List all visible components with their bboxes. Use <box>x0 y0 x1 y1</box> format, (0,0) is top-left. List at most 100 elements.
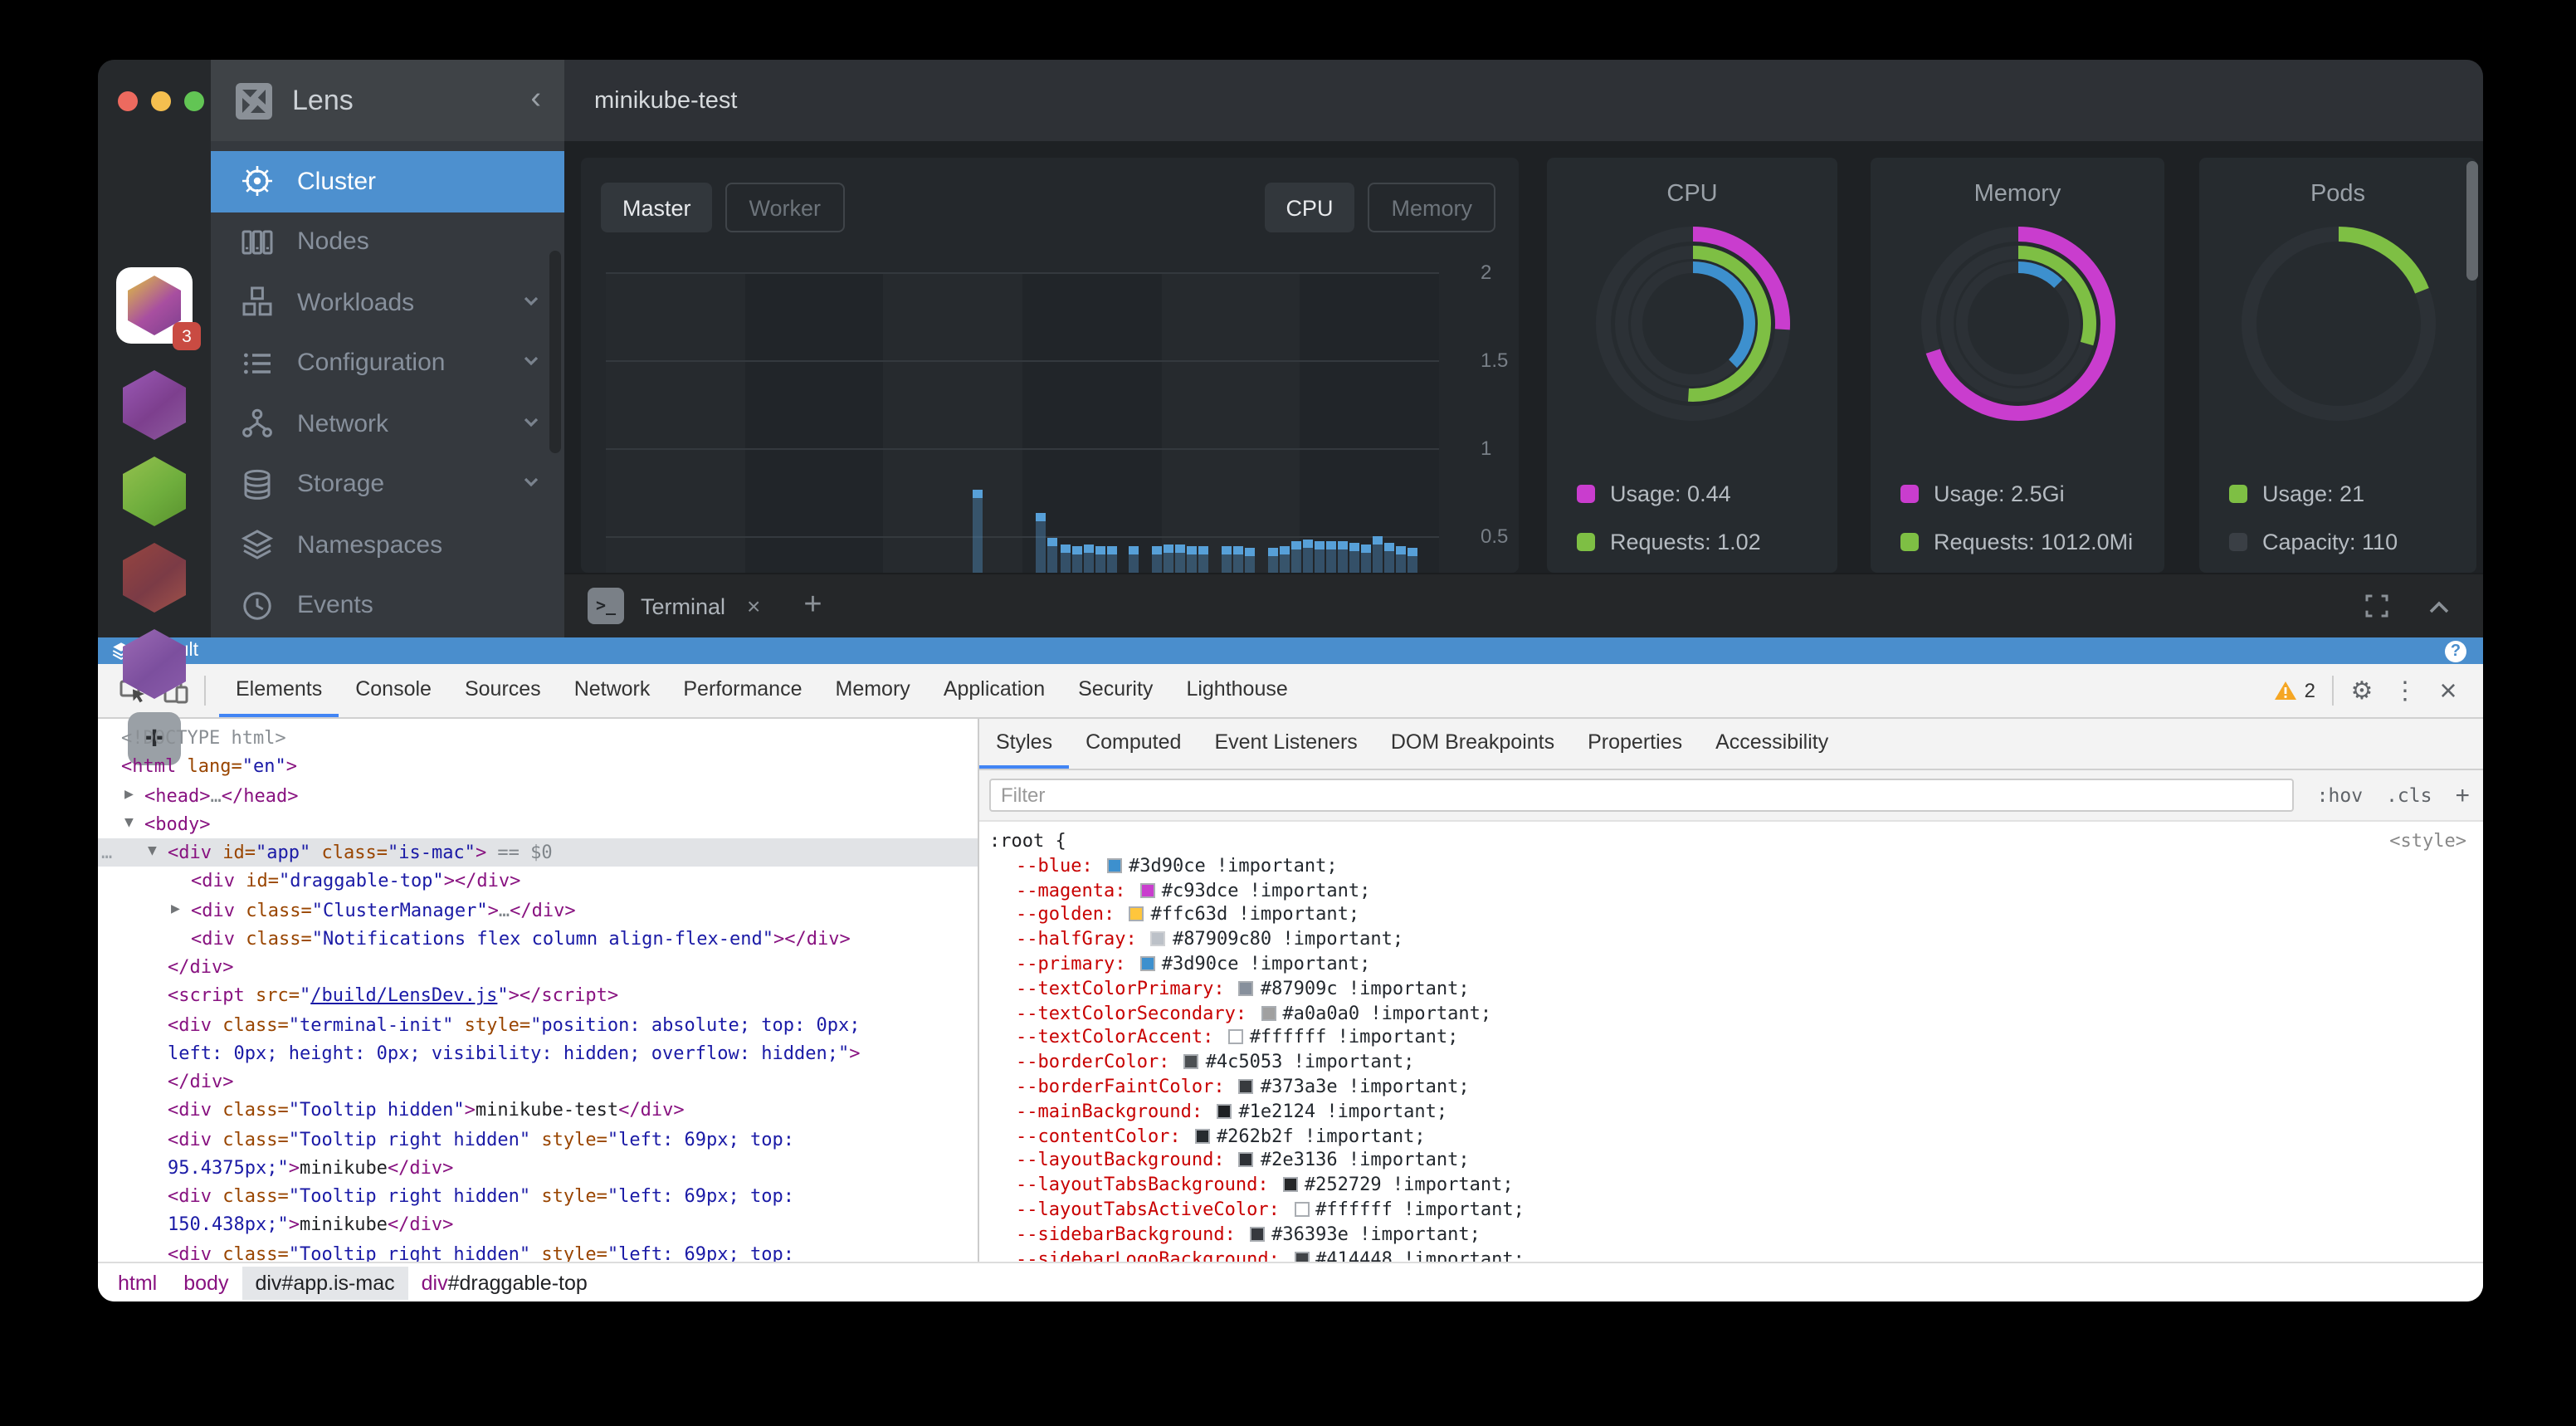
hotbar-item-cluster-minikube-test[interactable]: 3 <box>116 267 201 350</box>
terminal-close-icon[interactable]: × <box>747 593 761 619</box>
tree-node[interactable]: <div class="Notifications flex column al… <box>98 925 978 954</box>
devtools-tab-security[interactable]: Security <box>1078 677 1154 701</box>
element-classes-button[interactable]: .cls <box>2386 784 2432 807</box>
css-variable-row[interactable]: --mainBackground: #1e2124 !important; <box>989 1101 2483 1126</box>
color-swatch[interactable] <box>1183 1054 1199 1070</box>
css-variable-row[interactable]: --magenta: #c93dce !important; <box>989 879 2483 904</box>
tree-node[interactable]: <!DOCTYPE html> <box>98 724 978 753</box>
tree-node[interactable]: ▶ <div class="ClusterManager">…</div> <box>98 896 978 925</box>
tree-node[interactable]: <div class="Tooltip hidden">minikube-tes… <box>98 1096 978 1126</box>
color-swatch[interactable] <box>1294 1251 1310 1262</box>
devtools-menu-icon[interactable]: ⋮ <box>2393 677 2417 706</box>
terminal-collapse-icon[interactable] <box>2428 598 2450 613</box>
style-source-label[interactable]: <style> <box>2389 830 2466 852</box>
css-variable-row[interactable]: --textColorSecondary: #a0a0a0 !important… <box>989 1002 2483 1027</box>
color-swatch[interactable] <box>1139 955 1155 971</box>
hotbar-item-cluster-3[interactable] <box>123 457 186 526</box>
devtools-tab-application[interactable]: Application <box>943 677 1046 701</box>
tab-memory[interactable]: Memory <box>1368 183 1495 232</box>
tree-node-selected[interactable]: … ▼ <div id="app" class="is-mac"> == $0 <box>98 838 978 867</box>
css-variable-row[interactable]: --primary: #3d90ce !important; <box>989 953 2483 978</box>
tree-node[interactable]: </div> <box>98 1067 978 1096</box>
breadcrumb-item[interactable]: html <box>105 1266 170 1299</box>
css-variable-row[interactable]: --blue: #3d90ce !important; <box>989 855 2483 880</box>
collapse-arrow-icon[interactable]: ▼ <box>148 843 157 860</box>
css-variable-row[interactable]: --halfGray: #87909c80 !important; <box>989 928 2483 953</box>
terminal-tab-label[interactable]: Terminal <box>641 593 726 618</box>
color-swatch[interactable] <box>1150 931 1166 947</box>
collapse-arrow-icon[interactable]: ▼ <box>124 814 134 832</box>
css-variable-row[interactable]: --sidebarBackground: #36393e !important; <box>989 1223 2483 1248</box>
tree-node[interactable]: <div class="Tooltip right hidden" style=… <box>98 1239 978 1262</box>
add-cluster-button[interactable]: + <box>128 712 181 765</box>
tree-node[interactable]: 150.438px;">minikube</div> <box>98 1211 978 1240</box>
tab-master[interactable]: Master <box>601 183 713 232</box>
tree-node[interactable]: <html lang="en"> <box>98 753 978 782</box>
color-swatch[interactable] <box>1227 1029 1243 1045</box>
css-variable-row[interactable]: --sidebarLogoBackground: #414448 !import… <box>989 1248 2483 1262</box>
css-variable-row[interactable]: --contentColor: #262b2f !important; <box>989 1125 2483 1150</box>
css-variable-row[interactable]: --layoutTabsActiveColor: #ffffff !import… <box>989 1199 2483 1223</box>
breadcrumb-item[interactable]: div#app.is-mac <box>242 1266 408 1299</box>
sidebar-item-nodes[interactable]: Nodes <box>211 212 564 272</box>
expand-arrow-icon[interactable]: ▶ <box>124 786 134 803</box>
styles-tab-dom-breakpoints[interactable]: DOM Breakpoints <box>1390 730 1555 754</box>
tree-node[interactable]: 95.4375px;">minikube</div> <box>98 1154 978 1183</box>
styles-tab-properties[interactable]: Properties <box>1588 730 1683 754</box>
tree-node[interactable]: ▶ <head>…</head> <box>98 781 978 810</box>
tab-cpu[interactable]: CPU <box>1264 183 1355 232</box>
color-swatch[interactable] <box>1194 1128 1210 1144</box>
help-icon[interactable]: ? <box>2445 640 2466 662</box>
devtools-settings-icon[interactable]: ⚙ <box>2350 677 2374 706</box>
terminal-add-icon[interactable]: + <box>803 588 822 623</box>
sidebar-item-namespaces[interactable]: Namespaces <box>211 515 564 575</box>
styles-tab-event-listeners[interactable]: Event Listeners <box>1214 730 1358 754</box>
styles-filter-input[interactable] <box>989 779 2294 812</box>
devtools-tab-sources[interactable]: Sources <box>464 677 541 701</box>
new-style-rule-button[interactable]: + <box>2455 781 2470 809</box>
css-variable-row[interactable]: --layoutBackground: #2e3136 !important; <box>989 1150 2483 1174</box>
tree-node[interactable]: <script src="/build/LensDev.js"></script… <box>98 982 978 1011</box>
sidebar-item-events[interactable]: Events <box>211 575 564 636</box>
terminal-fullscreen-icon[interactable] <box>2365 594 2388 618</box>
devtools-tab-console[interactable]: Console <box>355 677 432 701</box>
sidebar-item-configuration[interactable]: Configuration <box>211 333 564 393</box>
devtools-close-icon[interactable]: × <box>2439 673 2457 706</box>
color-swatch[interactable] <box>1139 882 1155 898</box>
sidebar-scrollbar[interactable] <box>549 251 561 453</box>
devtools-tab-memory[interactable]: Memory <box>835 677 910 701</box>
styles-tab-styles[interactable]: Styles <box>979 719 1070 769</box>
styles-tab-accessibility[interactable]: Accessibility <box>1715 730 1829 754</box>
sidebar-item-workloads[interactable]: Workloads <box>211 272 564 333</box>
devtools-tab-elements[interactable]: Elements <box>219 664 339 717</box>
console-warnings-badge[interactable]: 2 <box>2265 679 2325 702</box>
color-swatch[interactable] <box>1294 1201 1310 1217</box>
devtools-tab-performance[interactable]: Performance <box>683 677 803 701</box>
color-swatch[interactable] <box>1217 1103 1232 1119</box>
color-swatch[interactable] <box>1238 980 1254 996</box>
sidebar-collapse-button[interactable]: ‹ <box>530 81 541 115</box>
close-window-button[interactable] <box>118 90 138 110</box>
css-variable-row[interactable]: --borderColor: #4c5053 !important; <box>989 1051 2483 1076</box>
sidebar-item-storage[interactable]: Storage <box>211 454 564 515</box>
color-swatch[interactable] <box>1261 1005 1276 1021</box>
css-variable-row[interactable]: --golden: #ffc63d !important; <box>989 904 2483 929</box>
css-variable-row[interactable]: --borderFaintColor: #373a3e !important; <box>989 1076 2483 1101</box>
hotbar-item-cluster-2[interactable] <box>123 370 186 440</box>
tree-node[interactable]: <div class="terminal-init" style="positi… <box>98 1010 978 1039</box>
tree-node[interactable]: </div> <box>98 953 978 982</box>
css-variable-row[interactable]: --layoutTabsBackground: #252729 !importa… <box>989 1174 2483 1199</box>
sidebar-item-network[interactable]: Network <box>211 393 564 454</box>
breadcrumb-item[interactable]: body <box>170 1266 242 1299</box>
css-selector[interactable]: :root { <box>989 830 1066 852</box>
zoom-window-button[interactable] <box>184 90 204 110</box>
color-swatch[interactable] <box>1238 1152 1254 1168</box>
content-scrollbar[interactable] <box>2466 161 2478 281</box>
tree-node[interactable]: <div class="Tooltip right hidden" style=… <box>98 1125 978 1154</box>
sidebar-item-cluster[interactable]: Cluster <box>211 151 564 212</box>
hotbar-item-cluster-4[interactable] <box>123 543 186 613</box>
styles-rules[interactable]: <style> :root { --blue: #3d90ce !importan… <box>979 822 2483 1262</box>
tree-node[interactable]: left: 0px; height: 0px; visibility: hidd… <box>98 1039 978 1068</box>
tab-worker[interactable]: Worker <box>725 183 845 232</box>
devtools-tab-lighthouse[interactable]: Lighthouse <box>1186 677 1288 701</box>
